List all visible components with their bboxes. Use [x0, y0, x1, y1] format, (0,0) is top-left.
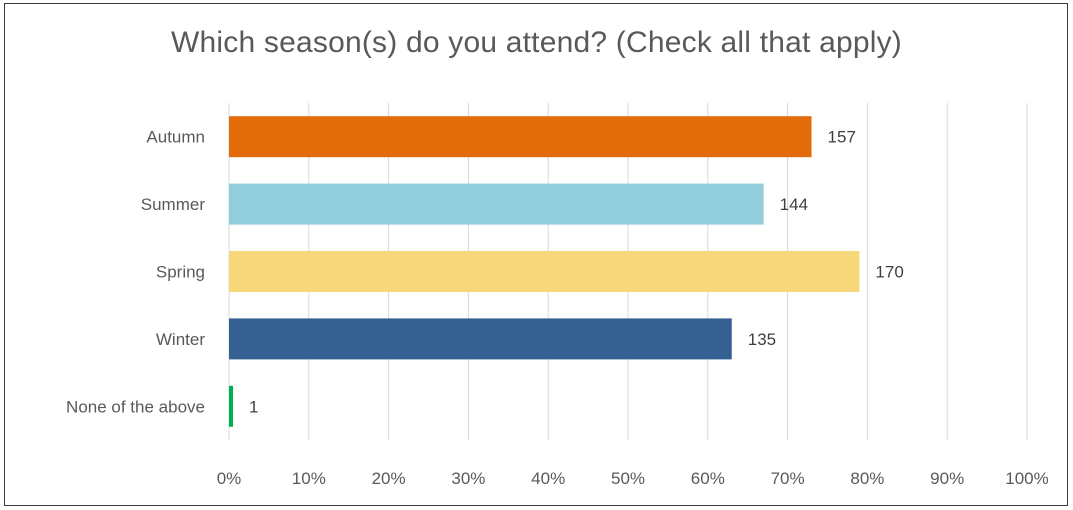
- labels: 0% 10% 20% 30% 40% 50% 60% 70% 80% 90% 100% Autumn 1…: [66, 128, 1049, 488]
- x-tick-label: 90%: [930, 469, 964, 488]
- x-tick-label: 50%: [611, 469, 645, 488]
- x-tick-label: 10%: [292, 469, 326, 488]
- data-label: 144: [780, 195, 808, 214]
- data-label: 157: [828, 128, 856, 147]
- category-label: Summer: [141, 195, 206, 214]
- bars: [229, 116, 860, 427]
- category-label: None of the above: [66, 397, 205, 416]
- x-tick-label: 20%: [372, 469, 406, 488]
- x-tick-label: 70%: [771, 469, 805, 488]
- x-tick-label: 80%: [850, 469, 884, 488]
- x-tick-label: 30%: [451, 469, 485, 488]
- category-label: Spring: [156, 263, 205, 282]
- x-tick-label: 40%: [531, 469, 565, 488]
- x-tick-label: 100%: [1005, 469, 1048, 488]
- bar-summer: [229, 183, 764, 225]
- category-label: Winter: [156, 330, 205, 349]
- x-tick-label: 0%: [217, 469, 242, 488]
- bar-autumn: [229, 116, 812, 158]
- data-label: 170: [875, 263, 903, 282]
- x-tick-label: 60%: [691, 469, 725, 488]
- data-label: 135: [748, 330, 776, 349]
- bar-winter: [229, 318, 732, 360]
- data-label: 1: [249, 397, 258, 416]
- chart-title: Which season(s) do you attend? (Check al…: [171, 26, 902, 59]
- bar-none-of-the-above: [229, 385, 233, 427]
- category-label: Autumn: [146, 128, 205, 147]
- bar-spring: [229, 251, 860, 292]
